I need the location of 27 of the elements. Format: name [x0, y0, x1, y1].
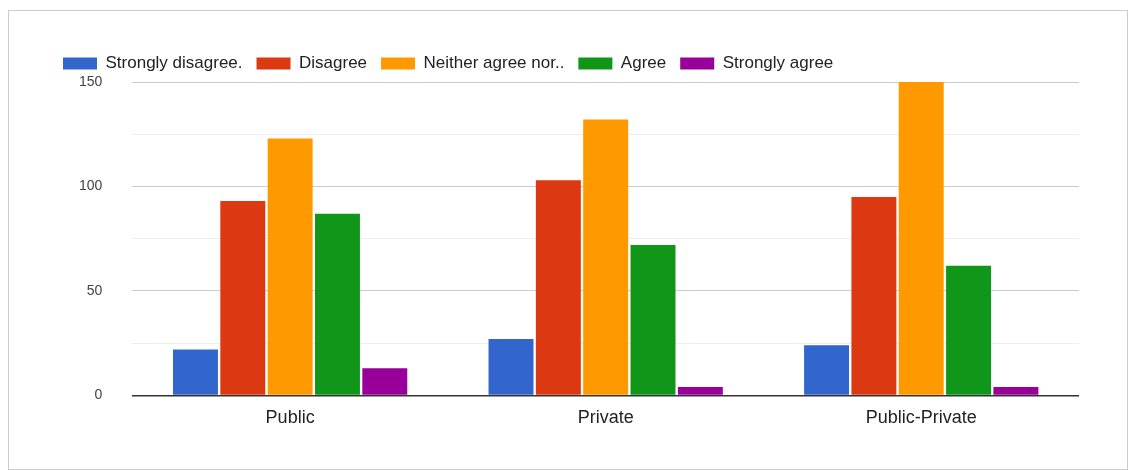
x-tick-label: Public-Private	[865, 407, 977, 428]
bar	[946, 265, 992, 395]
legend-label: Disagree	[299, 53, 368, 73]
bar	[362, 368, 408, 395]
bar	[220, 201, 266, 395]
legend-label: Strongly disagree.	[105, 53, 243, 73]
y-tick-label: 100	[79, 177, 103, 194]
bar	[583, 119, 629, 395]
bar	[314, 213, 360, 395]
bar	[993, 387, 1039, 395]
legend-label: Agree	[620, 53, 667, 73]
legend-label: Strongly agree	[722, 53, 834, 73]
bar	[677, 387, 723, 395]
bar	[172, 349, 218, 395]
bar	[535, 180, 581, 395]
x-tick-label: Private	[577, 407, 634, 428]
bar	[488, 338, 534, 395]
y-tick-label: 0	[94, 386, 103, 403]
bar	[630, 244, 676, 395]
y-tick-label: 150	[79, 72, 103, 89]
bar	[267, 138, 313, 395]
x-tick-label: Public	[265, 407, 315, 428]
y-tick-label: 50	[86, 281, 103, 298]
legend-label: Neither agree nor..	[423, 53, 565, 73]
bar	[898, 82, 944, 395]
bar	[804, 345, 850, 395]
bar	[851, 196, 897, 395]
